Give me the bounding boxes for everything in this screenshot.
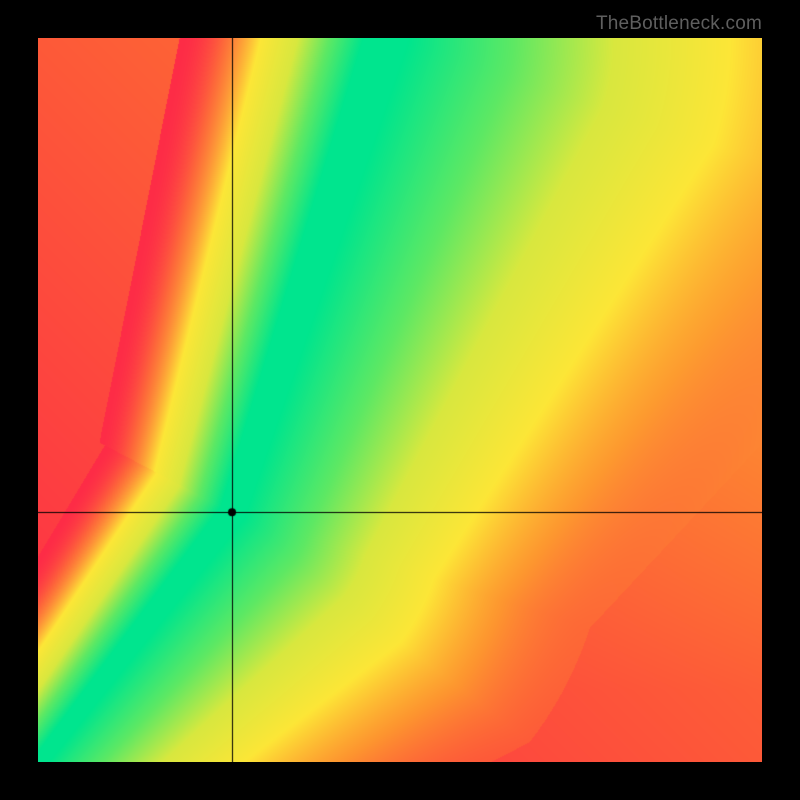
bottleneck-heatmap [38,38,762,762]
chart-frame: TheBottleneck.com [0,0,800,800]
watermark-text: TheBottleneck.com [596,13,762,35]
